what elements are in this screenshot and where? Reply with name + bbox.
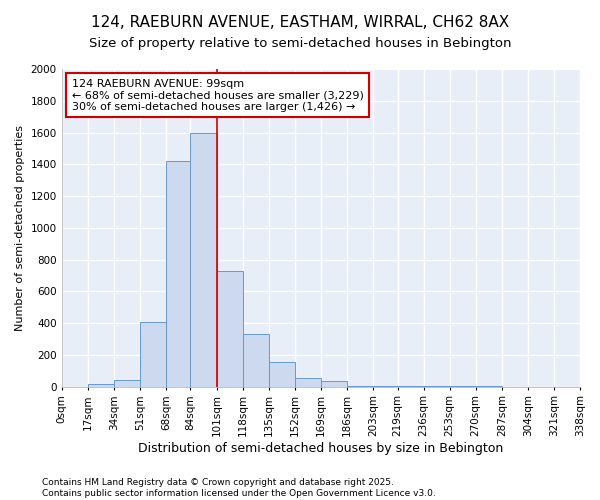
Bar <box>140 322 166 386</box>
Bar <box>321 381 347 386</box>
Bar <box>269 362 295 386</box>
Text: Size of property relative to semi-detached houses in Bebington: Size of property relative to semi-detach… <box>89 38 511 51</box>
Bar <box>242 334 269 386</box>
Bar <box>166 161 190 386</box>
Bar <box>114 380 140 386</box>
Bar <box>88 384 114 386</box>
X-axis label: Distribution of semi-detached houses by size in Bebington: Distribution of semi-detached houses by … <box>138 442 503 455</box>
Text: 124 RAEBURN AVENUE: 99sqm
← 68% of semi-detached houses are smaller (3,229)
30% : 124 RAEBURN AVENUE: 99sqm ← 68% of semi-… <box>72 78 364 112</box>
Bar <box>190 132 217 386</box>
Bar <box>295 378 321 386</box>
Text: Contains HM Land Registry data © Crown copyright and database right 2025.
Contai: Contains HM Land Registry data © Crown c… <box>42 478 436 498</box>
Text: 124, RAEBURN AVENUE, EASTHAM, WIRRAL, CH62 8AX: 124, RAEBURN AVENUE, EASTHAM, WIRRAL, CH… <box>91 15 509 30</box>
Bar <box>217 270 242 386</box>
Y-axis label: Number of semi-detached properties: Number of semi-detached properties <box>15 125 25 331</box>
